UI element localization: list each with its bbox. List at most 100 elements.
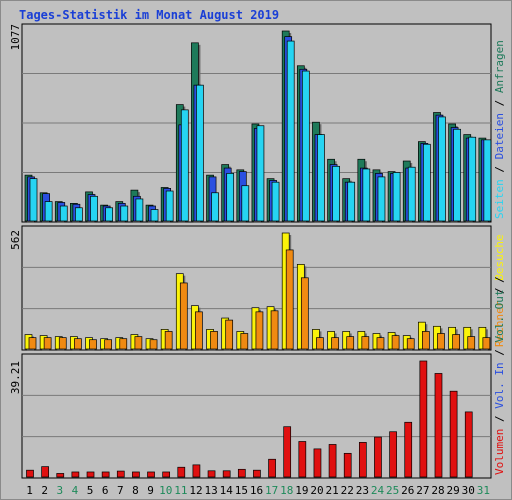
visits-rechner-bar [225,319,234,350]
x-tick-label: 9 [147,484,154,497]
x-tick-label: 13 [204,484,217,497]
volume-ytick-label: 39.21 [9,361,22,394]
legend-volume-part: Vol. In [493,362,506,408]
traffic-ytick-label: 1077 [9,24,22,51]
visits-rechner-bar [28,337,37,350]
legend-volume-part: Volumen [493,429,506,475]
visits-rechner-bar [89,339,97,350]
traffic-seiten-bar [271,181,280,222]
traffic-seiten-bar [317,134,325,222]
visits-rechner-bar [210,331,218,350]
visits-rechner-bar [285,249,294,350]
traffic-seiten-bar [135,198,144,222]
volume-volumen-bar [328,444,337,478]
volume-volumen-bar [464,411,473,478]
volume-volumen-bar [177,466,186,478]
traffic-seiten-bar [468,136,477,222]
traffic-seiten-bar [407,166,416,222]
traffic-seiten-bar [165,190,174,222]
volume-volumen-bar [41,466,49,478]
x-tick-label: 15 [235,484,248,497]
traffic-seiten-bar [59,205,68,222]
traffic-seiten-bar [256,125,265,222]
visits-ytick-label: 562 [9,230,22,250]
traffic-seiten-bar [362,168,371,222]
volume-volumen-bar [358,442,367,478]
volume-panel [21,353,492,479]
legend-traffic-part: Anfragen [493,40,506,93]
traffic-seiten-bar [75,207,83,222]
volume-volumen-bar [147,471,155,478]
visits-rechner-bar [482,337,491,350]
legend-visits: Rechner / Besuche [493,234,506,347]
legend-traffic-part: / [493,93,506,113]
traffic-seiten-bar [226,173,235,222]
traffic-seiten-bar [196,84,204,222]
volume-volumen-bar [56,473,65,478]
volume-volumen-bar [298,441,307,478]
visits-rechner-bar [422,331,430,350]
visits-rechner-bar [452,334,460,350]
volume-volumen-bar [419,360,428,478]
legend-visits-part: Rechner [493,300,506,347]
x-tick-label: 27 [416,484,429,497]
visits-rechner-bar [361,336,370,350]
traffic-seiten-bar [44,201,53,222]
volume-volumen-bar [313,448,322,478]
volume-volumen-bar [101,471,110,478]
visits-rechner-bar [437,333,445,350]
x-tick-label: 20 [310,484,323,497]
volume-volumen-bar [253,469,261,478]
x-tick-label: 26 [401,484,414,497]
traffic-seiten-bar [211,192,219,222]
visits-rechner-bar [270,310,279,350]
volume-volumen-bar [116,470,125,478]
volume-volumen-bar [389,431,397,478]
x-tick-label: 18 [280,484,293,497]
volume-volumen-bar [404,421,413,478]
x-tick-label: 6 [102,484,109,497]
x-tick-label: 1 [26,484,33,497]
x-tick-label: 17 [265,484,278,497]
x-tick-label: 31 [477,484,490,497]
visits-rechner-bar [104,339,112,350]
legend-volume: Volumen / Vol. In / Vol. Out / [493,276,506,475]
visits-rechner-bar [316,337,324,350]
x-tick-label: 22 [341,484,354,497]
legend-volume-part: Vol. Out [493,290,506,343]
x-tick-label: 11 [174,484,187,497]
traffic-seiten-bar [332,165,340,222]
x-tick-label: 25 [386,484,399,497]
volume-volumen-bar [434,373,443,478]
volume-volumen-bar [237,468,246,478]
x-tick-label: 8 [132,484,139,497]
volume-volumen-bar [343,452,352,478]
legend-volume-part: / [493,276,506,289]
volume-volumen-bar [192,464,201,478]
x-tick-label: 28 [431,484,444,497]
visits-rechner-bar [149,339,158,350]
volume-volumen-bar [268,458,276,478]
traffic-seiten-bar [438,116,446,222]
visits-rechner-bar [391,335,400,350]
traffic-seiten-bar [301,70,310,222]
traffic-seiten-bar [150,209,159,222]
visits-rechner-bar [240,333,249,350]
volume-volumen-bar [132,471,140,478]
visits-rechner-bar [406,338,415,350]
visits-rechner-bar [119,338,128,350]
traffic-seiten-bar [423,143,431,222]
traffic-seiten-bar [29,178,38,222]
legend-traffic-part: / [493,159,506,179]
traffic-seiten-bar [241,185,250,222]
visits-rechner-bar [58,337,67,350]
visits-rechner-bar [346,336,355,350]
volume-volumen-bar [162,471,171,478]
traffic-seiten-bar [180,109,189,222]
visits-rechner-bar [164,331,173,350]
volume-volumen-bar [449,390,458,478]
traffic-seiten-bar [377,176,386,222]
traffic-seiten-bar [120,205,129,222]
